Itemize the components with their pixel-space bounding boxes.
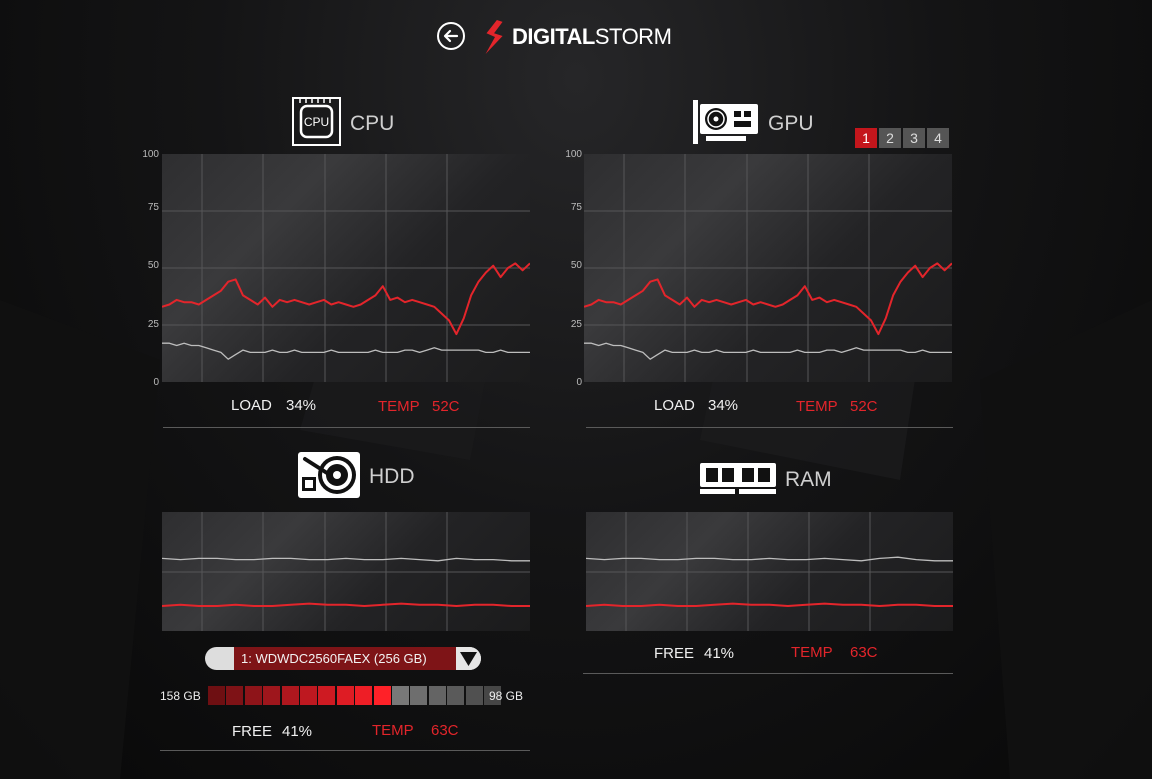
ram-divider: [583, 673, 953, 674]
gpu-ytick-0: 0: [576, 377, 582, 388]
cpu-ytick-0: 0: [153, 377, 159, 388]
gpu-tab-2[interactable]: 2: [879, 128, 901, 148]
cpu-series-line-0: [161, 262, 531, 336]
ram-free-label: FREE: [654, 645, 695, 662]
gpu-tab-1[interactable]: 1: [855, 128, 877, 148]
cpu-icon-label: CPU: [304, 115, 329, 129]
ram-chart: [585, 512, 953, 631]
gpu-ytick-100: 100: [565, 149, 582, 160]
ram-series-line-0: [585, 556, 953, 562]
ram-series-line-1: [585, 602, 953, 607]
hard-drive-icon: [298, 452, 360, 498]
dropdown-arrow[interactable]: [456, 647, 481, 670]
ram-chart-plot: [585, 512, 953, 631]
gpu-ytick-25: 25: [570, 319, 582, 330]
gpu-ytick-50: 50: [570, 260, 582, 271]
hdd-series-line-1: [161, 602, 530, 607]
cpu-chip-icon: CPU: [292, 97, 341, 146]
gpu-tab-4[interactable]: 4: [927, 128, 949, 148]
ram-free-value: 41%: [704, 645, 735, 662]
cpu-chart-plot: [161, 154, 531, 382]
ram-temp-value: 63C: [850, 644, 878, 661]
gpu-title: GPU: [768, 112, 814, 135]
hdd-usage-segment: [300, 686, 317, 705]
brand-name-part2: STORM: [594, 24, 672, 49]
cpu-title: CPU: [350, 112, 395, 135]
hdd-title: HDD: [369, 465, 415, 488]
back-button[interactable]: [437, 22, 465, 50]
cpu-temp-label: TEMP: [378, 398, 420, 415]
hdd-usage-segment: [208, 686, 225, 705]
gpu-divider: [586, 427, 953, 428]
brand-name: DIGITALSTORM: [512, 24, 672, 50]
hdd-usage-segment: [447, 686, 465, 705]
hdd-divider: [160, 750, 530, 751]
cpu-temp-value: 52C: [432, 398, 460, 415]
hdd-usage-segment: [263, 686, 281, 705]
hdd-usage-segment: [373, 686, 391, 705]
drive-selected-value: 1: WDWDC2560FAEX (256 GB): [234, 647, 456, 670]
gpu-ytick-75: 75: [570, 202, 582, 213]
gpu-chart-plot: [583, 154, 953, 382]
gpu-load-label: LOAD: [654, 397, 695, 414]
lightning-logo-icon: [485, 20, 503, 54]
cpu-ytick-75: 75: [147, 202, 159, 213]
hdd-usage-segment: [355, 686, 373, 705]
gpu-series-line-0: [583, 262, 953, 336]
cpu-ytick-25: 25: [147, 319, 159, 330]
header: DIGITALSTORM: [0, 18, 1152, 58]
gpu-load-value: 34%: [708, 397, 739, 414]
ram-title: RAM: [785, 468, 832, 491]
cpu-divider: [163, 427, 530, 428]
hdd-usage-segment: [392, 686, 409, 705]
hdd-free-space: 98 GB: [489, 689, 524, 703]
hdd-chart-plot: [161, 512, 530, 631]
hdd-usage-segment: [336, 686, 354, 705]
cpu-chart: [161, 154, 531, 382]
hdd-usage-segment: [465, 686, 483, 705]
gpu-selector: 1 2 3 4: [855, 128, 949, 148]
arrow-left-icon: [443, 29, 459, 43]
hdd-temp-value: 63C: [431, 722, 459, 739]
hdd-free-label: FREE: [232, 723, 273, 740]
hdd-series-line-0: [161, 557, 530, 562]
hdd-usage-segment: [244, 686, 262, 705]
brand-name-part1: DIGITAL: [512, 24, 595, 49]
gpu-tab-3[interactable]: 3: [903, 128, 925, 148]
hdd-temp-label: TEMP: [372, 722, 414, 739]
hdd-usage-segment: [410, 686, 428, 705]
cpu-load-label: LOAD: [231, 397, 272, 414]
graphics-card-icon: [693, 100, 758, 144]
cpu-ytick-50: 50: [147, 260, 159, 271]
hdd-free-value: 41%: [282, 723, 313, 740]
gpu-temp-label: TEMP: [796, 398, 838, 415]
hdd-usage-segment: [226, 686, 244, 705]
ram-module-icon: [700, 463, 776, 494]
gpu-temp-value: 52C: [850, 398, 878, 415]
gpu-chart: [583, 154, 953, 382]
hdd-usage-segment: [318, 686, 336, 705]
cpu-series-line-1: [162, 342, 530, 360]
gpu-series-line-1: [584, 342, 952, 360]
triangle-down-icon: [460, 652, 477, 666]
cpu-load-value: 34%: [286, 397, 317, 414]
hdd-usage-segment: [484, 686, 501, 705]
hdd-chart: [161, 512, 530, 631]
hdd-usage-segment: [281, 686, 299, 705]
hdd-usage-segment: [428, 686, 446, 705]
ram-temp-label: TEMP: [791, 644, 833, 661]
cpu-ytick-100: 100: [142, 149, 159, 160]
hdd-used-space: 158 GB: [160, 689, 201, 703]
drive-dropdown[interactable]: 1: WDWDC2560FAEX (256 GB): [205, 647, 481, 670]
